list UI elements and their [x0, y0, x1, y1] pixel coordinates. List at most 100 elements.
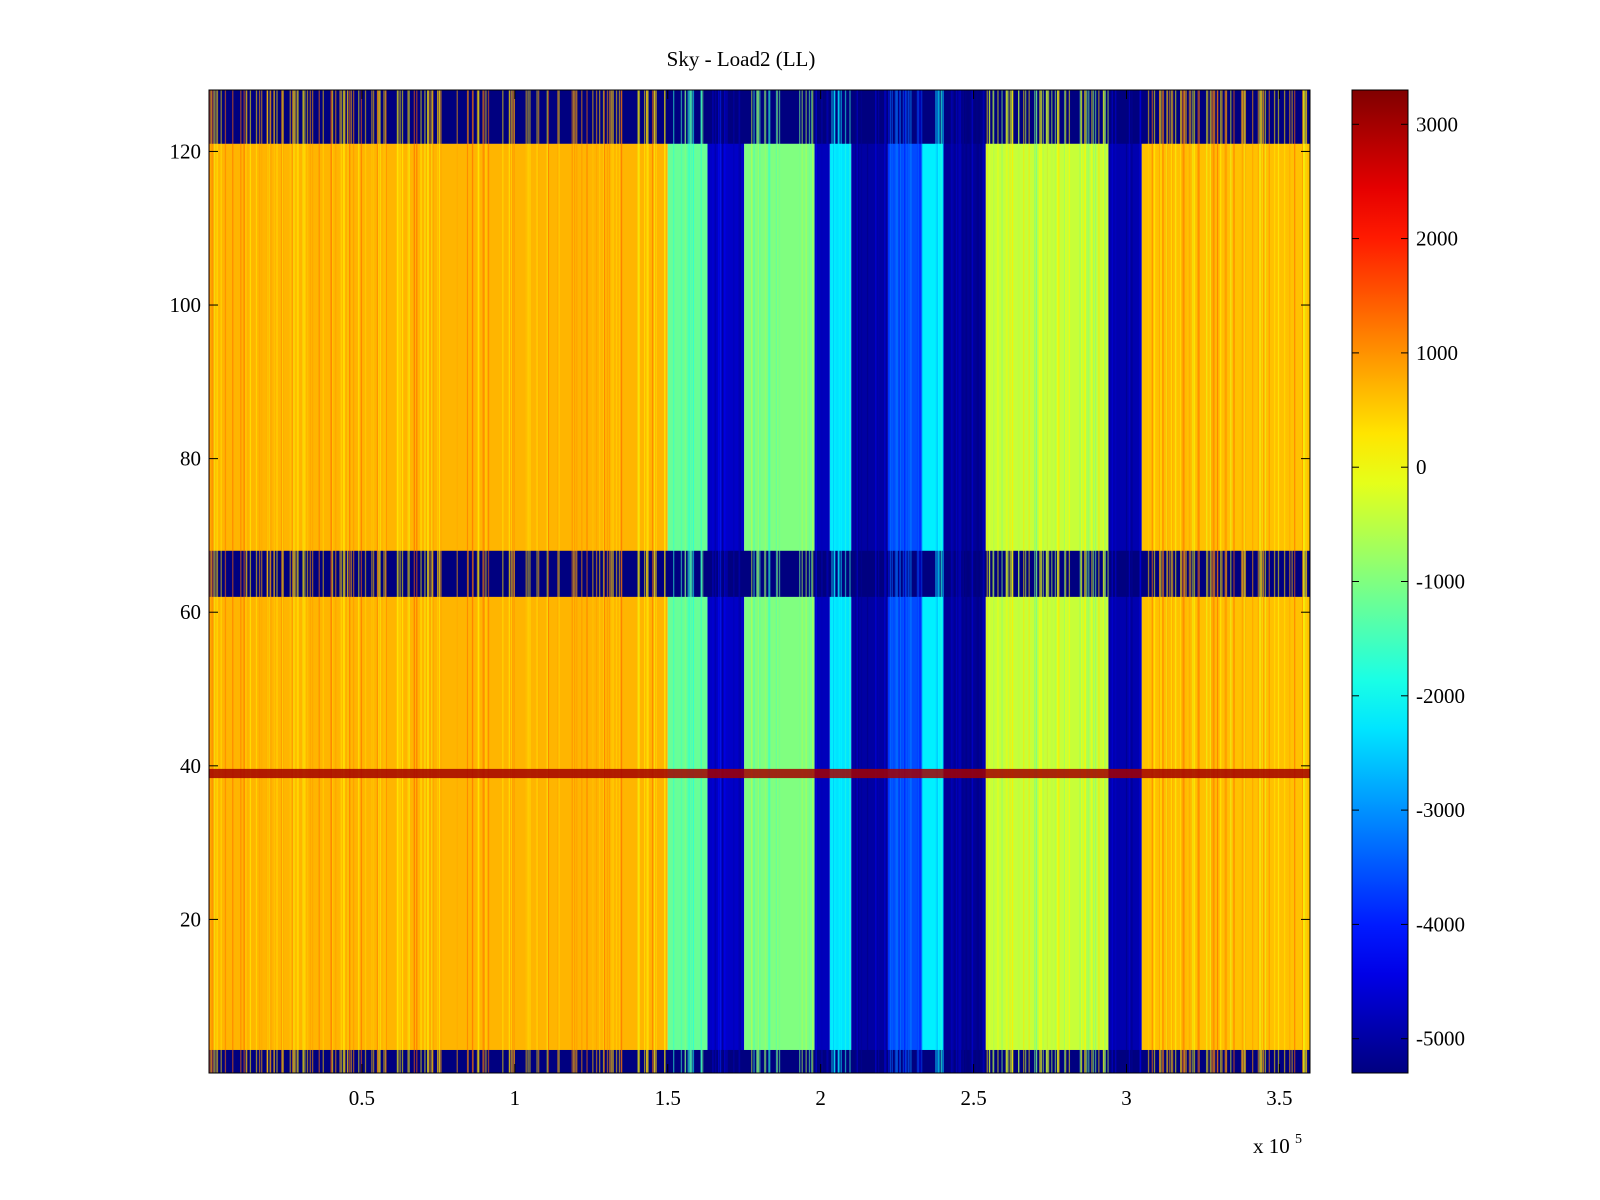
heatmap-streak: [620, 90, 623, 1073]
heatmap-streak: [1131, 90, 1133, 1073]
heatmap-streak: [372, 90, 375, 1073]
heatmap-streak: [575, 90, 577, 1073]
colorbar-tick-label: 0: [1416, 455, 1427, 479]
heatmap-streak: [1063, 90, 1066, 1073]
heatmap-streak: [424, 90, 426, 1073]
heatmap-streak: [438, 90, 441, 1073]
heatmap-streak: [407, 90, 409, 1073]
heatmap-streak: [684, 90, 686, 1073]
heatmap-streak: [1213, 90, 1215, 1073]
heatmap-streak: [810, 90, 813, 1073]
y-tick-label: 60: [180, 600, 201, 624]
heatmap-streak: [935, 90, 937, 1073]
colorbar-tick-label: 3000: [1416, 112, 1458, 136]
heatmap-streak: [611, 90, 613, 1073]
heatmap-streak: [1291, 90, 1293, 1073]
heatmap-streak: [700, 90, 702, 1073]
heatmap-streak: [724, 90, 726, 1073]
heatmap-streak: [827, 90, 829, 1073]
heatmap-streak: [1174, 90, 1177, 1073]
heatmap-streak: [508, 90, 511, 1073]
x-multiplier-exponent: 5: [1295, 1132, 1302, 1147]
heatmap-streak: [895, 90, 898, 1073]
heatmap-streak: [826, 90, 828, 1073]
heatmap-streak: [408, 90, 410, 1073]
heatmap-streak: [1080, 90, 1082, 1073]
heatmap-streak: [849, 90, 851, 1073]
heatmap-streak: [875, 90, 877, 1073]
heatmap-streak: [1088, 90, 1090, 1073]
heatmap-streak: [1158, 90, 1161, 1073]
heatmap-streak: [1094, 90, 1097, 1073]
heatmap-streak: [1259, 90, 1261, 1073]
heatmap-streak: [1025, 90, 1027, 1073]
heatmap-streak: [1147, 90, 1150, 1073]
heatmap-streak: [691, 90, 693, 1073]
heatmap-streak: [1086, 90, 1088, 1073]
heatmap-streak: [529, 90, 531, 1073]
heatmap-streak: [1216, 90, 1219, 1073]
heatmap-streak: [1305, 90, 1307, 1073]
heatmap-streak: [224, 90, 227, 1073]
heatmap-streak: [344, 90, 346, 1073]
x-axis: 0.5 1 1.5 2 2.5 3 3.5: [349, 90, 1293, 1110]
heatmap-streak: [602, 90, 605, 1073]
heatmap-streak: [1007, 90, 1009, 1073]
heatmap-streak: [1057, 90, 1059, 1073]
heatmap-streak: [739, 90, 742, 1073]
heatmap-streak: [335, 90, 337, 1073]
heatmap-streak: [302, 90, 304, 1073]
heatmap-streak: [821, 90, 823, 1073]
heatmap-streak: [255, 90, 258, 1073]
heatmap-streak: [1017, 90, 1020, 1073]
heatmap-streak: [1230, 90, 1232, 1073]
heatmap-streak: [610, 90, 612, 1073]
heatmap-streak: [606, 90, 609, 1073]
y-tick-label: 100: [170, 293, 202, 317]
colorbar-tick-label: -2000: [1416, 684, 1465, 708]
heatmap-streak: [988, 90, 991, 1073]
heatmap-streak: [482, 90, 484, 1073]
heatmap-streak: [1205, 90, 1208, 1073]
heatmap-streak: [1102, 90, 1105, 1073]
heatmap-streak: [1170, 90, 1173, 1073]
heatmap-streak: [483, 90, 485, 1073]
heatmap-streak: [1005, 90, 1007, 1073]
y-tick-label: 120: [170, 139, 202, 163]
heatmap-streak: [1277, 90, 1280, 1073]
x-multiplier-base: x 10: [1253, 1134, 1290, 1158]
heatmap-streak: [1161, 90, 1164, 1073]
x-tick-label: 1: [510, 1086, 521, 1110]
heatmap-streak: [547, 90, 550, 1073]
heatmap-streak: [232, 90, 234, 1073]
x-tick-label: 2: [815, 1086, 826, 1110]
heatmap-streak: [904, 90, 906, 1073]
heatmap-streak: [769, 90, 771, 1073]
heatmap-streak: [1213, 90, 1216, 1073]
heatmap-streak: [397, 90, 399, 1073]
heatmap-streak: [487, 90, 490, 1073]
heatmap-streak: [296, 90, 298, 1073]
heatmap-streak: [815, 90, 817, 1073]
heatmap-streak: [718, 90, 720, 1073]
heatmap-streak: [1083, 90, 1086, 1073]
heatmap-streak: [680, 90, 683, 1073]
heatmap-streak: [525, 90, 527, 1073]
heatmap-streak: [857, 90, 859, 1073]
heatmap-streak: [340, 90, 342, 1073]
heatmap-streak: [976, 90, 978, 1073]
heatmap-streak: [1108, 90, 1110, 1073]
heatmap-streak: [546, 90, 548, 1073]
heatmap-streak: [690, 90, 692, 1073]
heatmap-streak: [304, 90, 306, 1073]
heatmap-streak: [558, 90, 560, 1073]
heatmap-streak: [1289, 90, 1291, 1073]
heatmap-streak: [1225, 90, 1228, 1073]
heatmap-streak: [1166, 90, 1169, 1073]
heatmap-streak: [293, 90, 296, 1073]
heatmap-streak: [210, 90, 213, 1073]
x-tick-label: 0.5: [349, 1086, 375, 1110]
heatmap-streak: [1302, 90, 1304, 1073]
heatmap-streak: [1098, 90, 1100, 1073]
heatmap-streak: [471, 90, 474, 1073]
